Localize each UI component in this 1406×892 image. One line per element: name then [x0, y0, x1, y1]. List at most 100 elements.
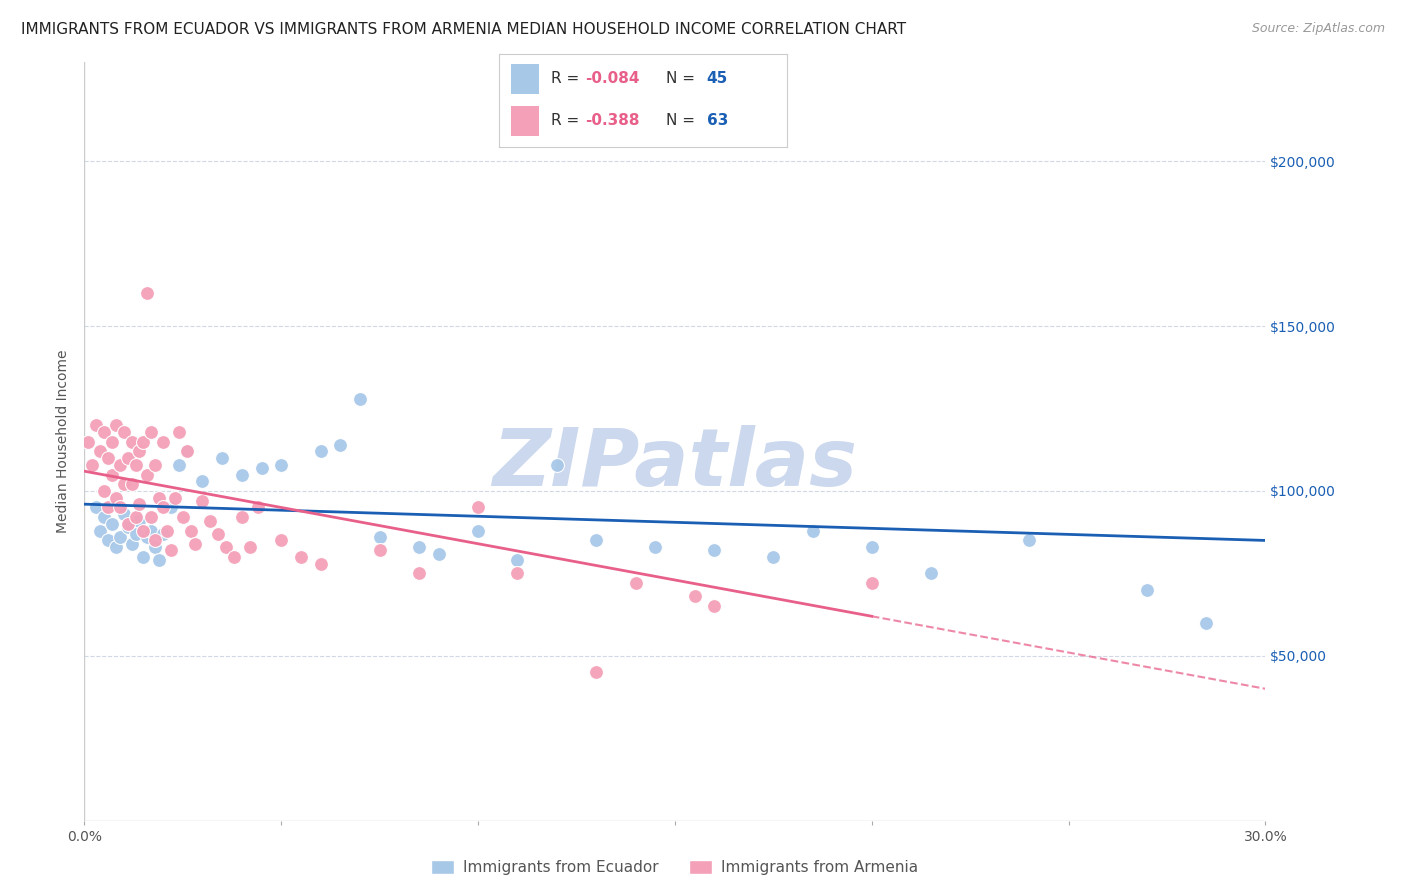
Point: [121, 434, 143, 449]
Point: [585, 665, 607, 680]
Point: [467, 524, 489, 538]
Point: [207, 526, 229, 541]
Point: [93, 510, 115, 524]
Point: [97, 533, 120, 548]
Point: [104, 491, 127, 505]
Point: [683, 590, 706, 604]
Point: [97, 450, 120, 465]
Point: [152, 526, 174, 541]
Text: R =: R =: [551, 71, 583, 87]
Point: [121, 477, 143, 491]
Point: [108, 458, 131, 472]
Point: [89, 524, 111, 538]
Point: [143, 540, 166, 554]
Point: [467, 500, 489, 515]
Point: [644, 540, 666, 554]
Point: [97, 500, 120, 515]
Text: ZIPatlas: ZIPatlas: [492, 425, 858, 503]
Point: [506, 566, 529, 581]
Point: [108, 530, 131, 544]
Point: [200, 514, 222, 528]
Point: [309, 557, 332, 571]
Point: [160, 543, 183, 558]
Point: [231, 510, 253, 524]
Text: N =: N =: [666, 71, 700, 87]
Point: [762, 549, 785, 564]
Point: [132, 549, 155, 564]
Point: [132, 524, 155, 538]
Point: [546, 458, 568, 472]
Point: [77, 434, 100, 449]
Point: [148, 491, 170, 505]
Point: [82, 458, 104, 472]
Point: [108, 500, 131, 515]
Point: [141, 524, 163, 538]
Point: [121, 537, 143, 551]
Point: [112, 425, 135, 439]
Point: [143, 458, 166, 472]
Point: [368, 530, 391, 544]
Point: [239, 540, 262, 554]
Point: [128, 497, 150, 511]
Point: [191, 474, 214, 488]
Point: [1195, 615, 1218, 630]
Point: [124, 510, 146, 524]
Point: [141, 510, 163, 524]
Point: [270, 458, 292, 472]
FancyBboxPatch shape: [510, 64, 540, 94]
Point: [250, 461, 273, 475]
Point: [117, 516, 139, 531]
Point: [124, 458, 146, 472]
Point: [215, 540, 238, 554]
Point: [84, 500, 107, 515]
Point: [136, 286, 159, 301]
Point: [368, 543, 391, 558]
Point: [191, 494, 214, 508]
Text: N =: N =: [666, 113, 700, 128]
Y-axis label: Median Household Income: Median Household Income: [56, 350, 70, 533]
Point: [703, 599, 725, 614]
Point: [167, 458, 190, 472]
Text: R =: R =: [551, 113, 583, 128]
Point: [506, 553, 529, 567]
Point: [93, 483, 115, 498]
Point: [101, 434, 124, 449]
Point: [152, 500, 174, 515]
Point: [101, 467, 124, 482]
Point: [860, 540, 883, 554]
Point: [329, 438, 352, 452]
Point: [104, 418, 127, 433]
Point: [93, 425, 115, 439]
Point: [176, 444, 198, 458]
Point: [156, 524, 179, 538]
Point: [309, 444, 332, 458]
Point: [222, 549, 245, 564]
Point: [117, 520, 139, 534]
Point: [270, 533, 292, 548]
Text: -0.388: -0.388: [585, 113, 640, 128]
Point: [920, 566, 942, 581]
Point: [246, 500, 269, 515]
Point: [703, 543, 725, 558]
Point: [136, 530, 159, 544]
Point: [211, 450, 233, 465]
Point: [427, 547, 450, 561]
Point: [231, 467, 253, 482]
Text: Source: ZipAtlas.com: Source: ZipAtlas.com: [1251, 22, 1385, 36]
Point: [84, 418, 107, 433]
Point: [117, 450, 139, 465]
FancyBboxPatch shape: [510, 106, 540, 136]
Point: [132, 434, 155, 449]
Point: [136, 467, 159, 482]
Point: [160, 500, 183, 515]
Point: [349, 392, 371, 406]
Point: [167, 425, 190, 439]
Point: [801, 524, 824, 538]
Point: [101, 516, 124, 531]
Point: [124, 526, 146, 541]
Text: IMMIGRANTS FROM ECUADOR VS IMMIGRANTS FROM ARMENIA MEDIAN HOUSEHOLD INCOME CORRE: IMMIGRANTS FROM ECUADOR VS IMMIGRANTS FR…: [21, 22, 907, 37]
Point: [1136, 582, 1159, 597]
Point: [163, 491, 186, 505]
Point: [112, 507, 135, 521]
Point: [585, 533, 607, 548]
